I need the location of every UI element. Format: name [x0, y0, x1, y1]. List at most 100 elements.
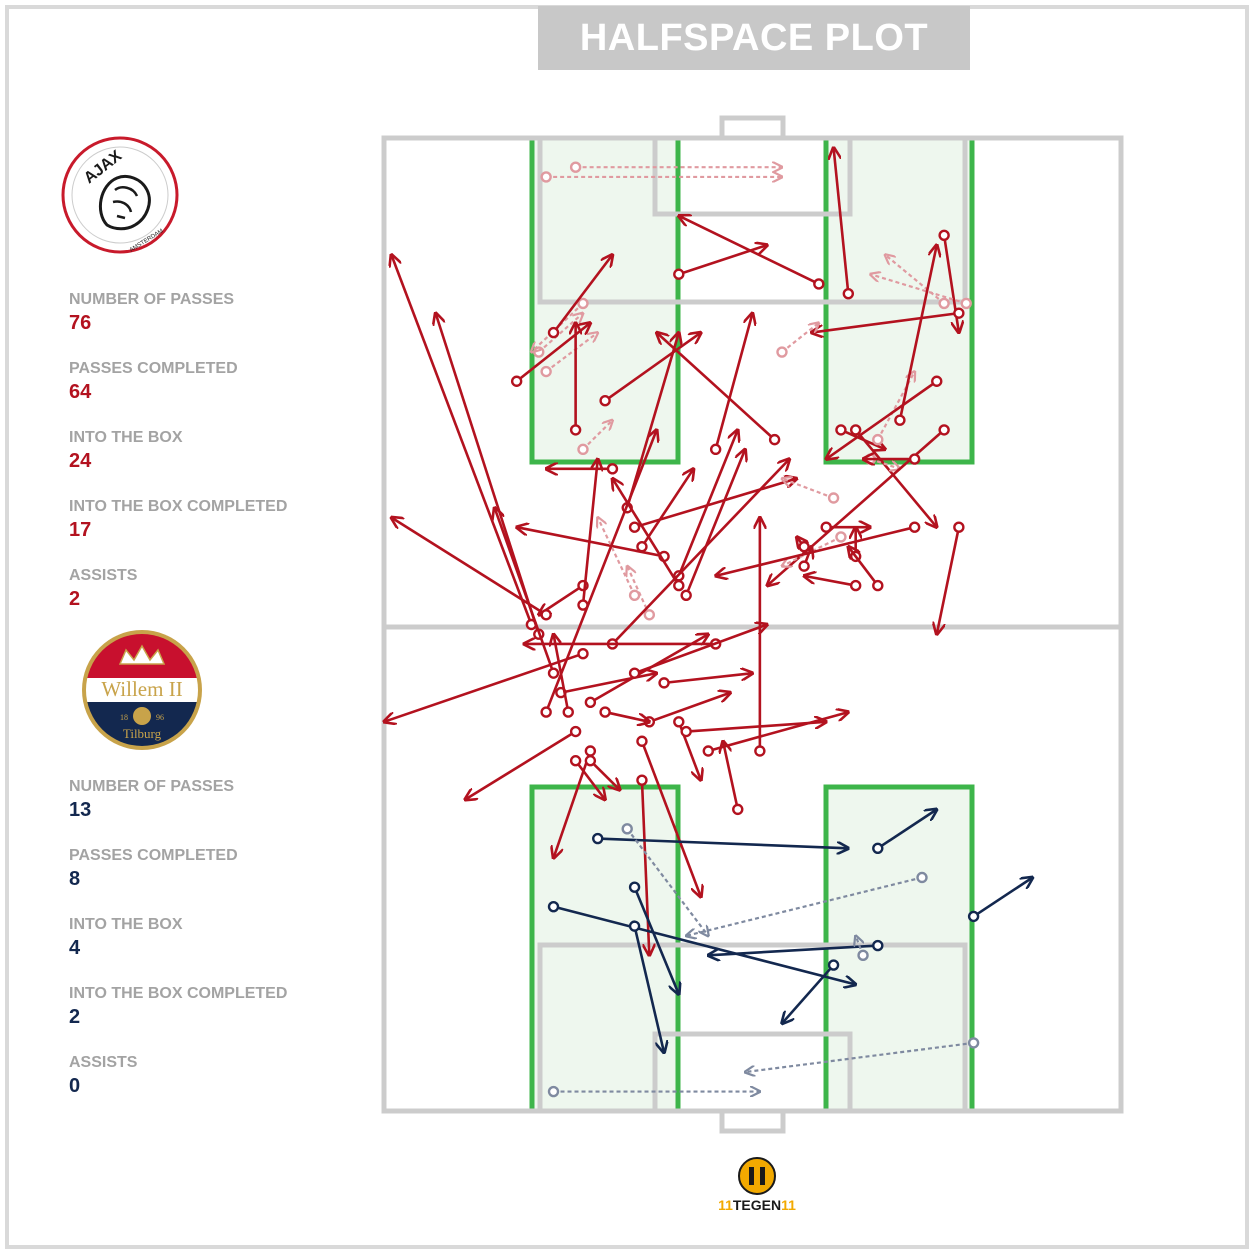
home-pass-origin-49 [768, 433, 781, 446]
away-pass-origin-6 [547, 900, 560, 913]
away-stat-passes-value: 13 [69, 799, 92, 821]
home-pass-2 [834, 148, 850, 294]
home-stat-box-completed-label: INTO THE BOX COMPLETED [69, 498, 288, 515]
home-pass-37 [640, 740, 701, 897]
home-pass-9 [781, 323, 819, 353]
home-pass-64 [716, 525, 915, 576]
away-pass-11 [745, 1041, 974, 1072]
willem-ii-logo-year-left: 18 [120, 713, 128, 722]
willem-ii-logo-year-right: 96 [156, 713, 164, 722]
home-pass-origin-56 [931, 375, 943, 387]
home-pass-origin-25 [680, 589, 692, 602]
home-pass-origin-27 [628, 589, 641, 602]
home-pass-21 [640, 469, 694, 548]
home-pass-origin-70 [540, 706, 552, 718]
away-pass-2 [877, 809, 937, 850]
away-pass-origin-3 [916, 871, 928, 884]
home-pass-origin-72 [584, 755, 597, 767]
home-pass-origin-5 [938, 229, 950, 242]
home-stat-passes-label: NUMBER OF PASSES [69, 291, 235, 308]
home-pass-40 [611, 459, 789, 645]
home-pass-14 [552, 255, 613, 334]
home-pass-origin-36 [584, 745, 597, 757]
home-pass-origin-18 [606, 463, 619, 475]
home-stat-assists-value: 2 [69, 588, 81, 610]
home-pass-47 [723, 741, 740, 810]
home-pass-origin-41 [658, 677, 670, 689]
brand-text-mid: TEGEN [732, 1197, 782, 1213]
home-pass-origin-47 [732, 803, 744, 816]
passes-home [384, 148, 972, 956]
away-stat-completed-value: 8 [69, 868, 81, 890]
willem-ii-logo-subtext: Tilburg [123, 726, 162, 741]
away-pass-origin-0 [592, 832, 604, 845]
home-pass-origin-69 [636, 774, 648, 786]
home-pass-19 [625, 333, 679, 509]
brand-text-left: 11 [718, 1197, 733, 1213]
home-pass-origin-32 [547, 667, 560, 679]
home-pass-34 [384, 652, 584, 722]
home-pass-origin-57 [938, 424, 950, 436]
goal-bottom [719, 1108, 786, 1134]
home-pass-8 [870, 274, 967, 305]
home-pass-65 [937, 526, 961, 634]
home-pass-origin-48 [709, 443, 722, 456]
away-pass-10 [972, 877, 1033, 918]
home-pass-origin-21 [636, 540, 648, 553]
away-stat-box-label: INTO THE BOX [69, 916, 183, 933]
away-stat-box-value: 4 [69, 937, 81, 959]
home-pass-origin-63 [872, 579, 884, 592]
ajax-logo: AJAX AMSTERDAM [61, 136, 179, 254]
home-pass-origin-29 [540, 609, 552, 621]
home-pass-origin-50 [835, 424, 847, 436]
away-pass-origin-5 [857, 949, 869, 962]
home-stat-completed-value: 64 [69, 381, 92, 403]
home-pass-origin-26 [643, 609, 656, 621]
home-pass-origin-37 [636, 735, 648, 747]
home-pass-origin-54 [872, 433, 884, 446]
pitch-lines [381, 115, 1124, 1134]
home-pass-origin-6 [953, 307, 965, 319]
home-pass-11 [538, 313, 583, 353]
away-stat-assists-value: 0 [69, 1075, 81, 1097]
home-stat-completed-label: PASSES COMPLETED [69, 360, 238, 377]
home-pass-origin-75 [628, 667, 641, 679]
home-pass-7 [885, 255, 945, 305]
home-pass-48 [714, 313, 753, 450]
home-pass-origin-1 [569, 161, 582, 173]
home-pass-origin-71 [599, 706, 611, 718]
home-stat-passes-value: 76 [69, 312, 92, 334]
away-pass-origin-10 [967, 910, 980, 923]
home-pass-origin-16 [577, 443, 589, 456]
home-pass-53 [782, 479, 834, 500]
home-pass-origin-39 [584, 696, 597, 709]
home-pass-origin-51 [849, 424, 862, 436]
away-pass-origin-11 [967, 1037, 980, 1049]
home-pass-41 [663, 673, 752, 685]
away-pass-origin-8 [628, 920, 641, 932]
home-pass-62 [804, 576, 856, 587]
away-stat-assists-label: ASSISTS [69, 1054, 138, 1071]
home-pass-6 [811, 311, 960, 332]
home-pass-origin-10 [540, 365, 552, 378]
home-pass-63 [848, 547, 879, 587]
away-pass-origin-9 [827, 959, 840, 971]
away-stats: NUMBER OF PASSES 13 PASSES COMPLETED 8 I… [69, 776, 287, 1121]
home-pass-72 [589, 759, 619, 790]
goal-top [719, 115, 786, 141]
home-pass-36 [554, 750, 592, 858]
home-pass-51 [854, 429, 937, 527]
away-pass-origin-2 [872, 842, 884, 854]
home-stat-box-label: INTO THE BOX [69, 429, 183, 446]
home-pass-69 [640, 780, 649, 955]
away-pass-0 [597, 837, 849, 849]
away-stat-box-completed-label: INTO THE BOX COMPLETED [69, 985, 288, 1002]
willem-ii-logo: Willem II 18 96 Tilburg [82, 630, 202, 750]
home-pass-33 [581, 459, 598, 606]
home-pass-origin-59 [820, 521, 832, 533]
brand-badge-icon [738, 1157, 776, 1195]
home-pass-origin-53 [827, 492, 840, 504]
home-pass-origin-3 [673, 268, 685, 280]
home-pass-origin-20 [628, 521, 641, 533]
home-pass-origin-42 [673, 716, 685, 728]
